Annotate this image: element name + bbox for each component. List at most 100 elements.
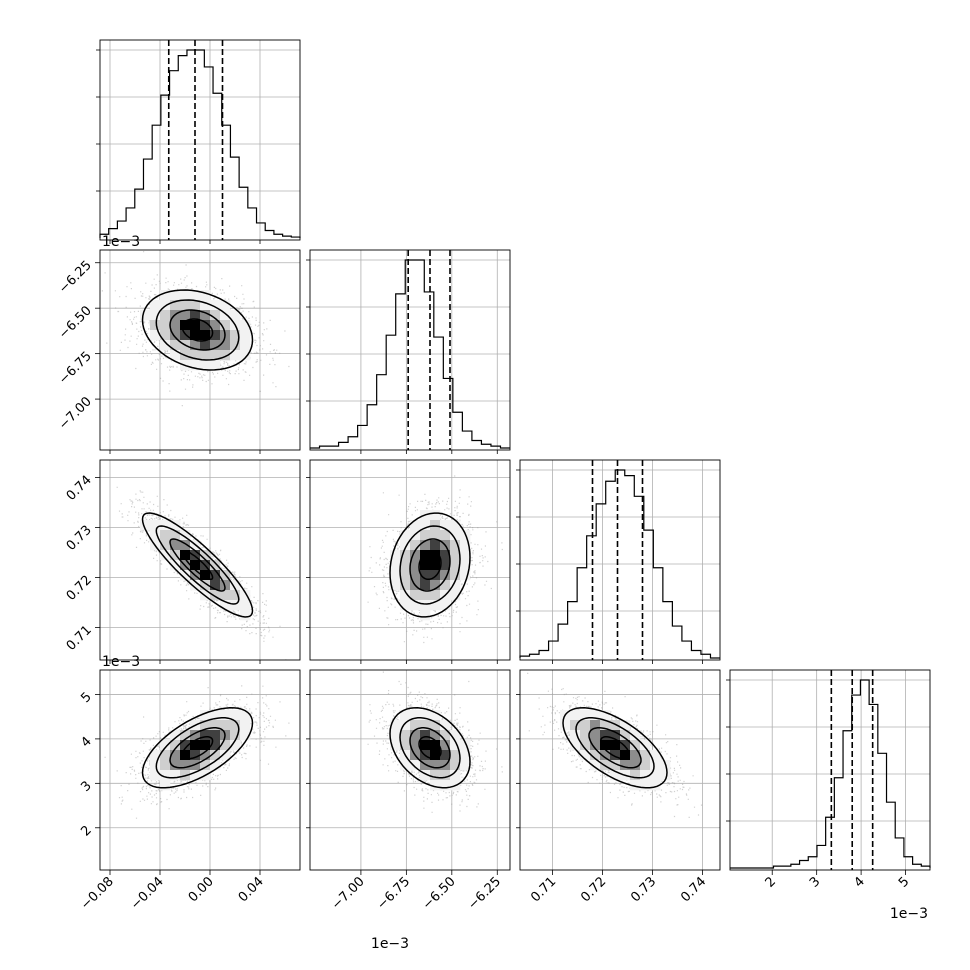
density-cell [240, 350, 251, 361]
axes-frame [99, 669, 301, 871]
density-contour-0 [141, 289, 254, 371]
density-cell [450, 560, 461, 571]
density-cell [240, 730, 251, 741]
density-cell [210, 560, 221, 571]
density-cell [160, 330, 171, 341]
panel-content [367, 475, 503, 644]
density-cell [210, 740, 221, 751]
density-cell [230, 600, 241, 611]
density-cell [410, 740, 421, 751]
density-cell [200, 720, 211, 731]
density-cell [430, 770, 441, 781]
density-cell [410, 600, 421, 611]
density-cell [160, 550, 171, 561]
density-cell [460, 550, 471, 561]
x-tick-label-2-0: 0.71 [528, 874, 559, 905]
density-cell [660, 770, 671, 781]
density-cell [200, 730, 211, 741]
density-cell [450, 540, 461, 551]
density-cell [410, 550, 421, 561]
density-cell [460, 560, 471, 571]
density-cell [200, 710, 211, 721]
density-cell [430, 570, 441, 581]
density-cell [430, 740, 441, 751]
density-cell [410, 730, 421, 741]
density-cell [580, 720, 591, 731]
density-cell [630, 730, 641, 741]
density-cell [200, 580, 211, 591]
density-cell [410, 540, 421, 551]
y-tick-label-2-1: 0.72 [64, 573, 95, 604]
density-cell [400, 570, 411, 581]
axes-frame [99, 39, 301, 241]
axes-frame [99, 249, 301, 451]
density-cell [210, 570, 221, 581]
density-cell [430, 720, 441, 731]
density-contour-3 [181, 736, 214, 760]
density-cell [420, 740, 431, 751]
density-cell [160, 340, 171, 351]
density-cell [450, 580, 461, 591]
density-cell [440, 530, 451, 541]
density-cell [180, 730, 191, 741]
density-cell [420, 530, 431, 541]
density-cell [440, 600, 451, 611]
density-cell [440, 780, 451, 791]
density-cell [140, 310, 151, 321]
density-cell [210, 710, 221, 721]
scatter-panel-3-0 [99, 669, 301, 871]
density-cell [190, 770, 201, 781]
density-cell [160, 770, 171, 781]
density-cell [400, 710, 411, 721]
density-cell [440, 770, 451, 781]
x-tick-label-0-2: 0.00 [186, 874, 217, 905]
density-cell [170, 740, 181, 751]
density-contour-0 [389, 512, 471, 618]
density-cell [610, 720, 621, 731]
density-cell [410, 560, 421, 571]
scatter-panel-3-2 [519, 669, 721, 871]
density-cell [210, 340, 221, 351]
density-cell [420, 730, 431, 741]
density-cell [180, 550, 191, 561]
y-offset-label-3: 1e−3 [102, 654, 140, 670]
density-cell [440, 730, 451, 741]
histogram-step-0 [99, 49, 301, 238]
density-cell [150, 330, 161, 341]
density-cell [430, 520, 441, 531]
density-cell [220, 740, 231, 751]
density-cell [400, 730, 411, 741]
density-cell [600, 750, 611, 761]
density-cell [460, 740, 471, 751]
density-cell [160, 740, 171, 751]
density-cell [460, 570, 471, 581]
density-cell [240, 330, 251, 341]
density-cell [640, 750, 651, 761]
density-cell [430, 510, 441, 521]
axes-frame [519, 459, 721, 661]
panel-content [527, 672, 703, 818]
density-cell [420, 600, 431, 611]
density-cell [170, 530, 181, 541]
density-cell [630, 770, 641, 781]
density-cell [160, 520, 171, 531]
density-cell [160, 310, 171, 321]
density-cell [630, 740, 641, 751]
density-cell [610, 730, 621, 741]
density-cell [170, 730, 181, 741]
density-cell [150, 760, 161, 771]
histogram-panel-3 [726, 669, 931, 871]
density-cell [650, 780, 661, 791]
density-cell [240, 340, 251, 351]
x-tick-label-1-0: −7.00 [329, 874, 368, 913]
density-cell [170, 770, 181, 781]
density-cell [590, 740, 601, 751]
x-tick-label-1-1: −6.75 [374, 874, 413, 913]
density-cell [200, 550, 211, 561]
x-tick-label-2-3: 0.74 [678, 874, 709, 905]
density-cell [220, 310, 231, 321]
density-cell [200, 740, 211, 751]
density-cell [430, 730, 441, 741]
density-cell [450, 750, 461, 761]
density-cell [210, 760, 221, 771]
